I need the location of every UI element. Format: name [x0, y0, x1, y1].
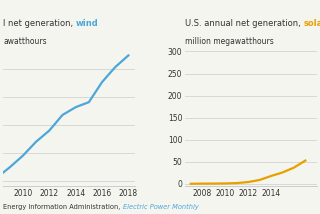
Text: awatthours: awatthours: [3, 37, 47, 46]
Text: wind: wind: [76, 19, 99, 28]
Text: l net generation,: l net generation,: [3, 19, 76, 28]
Text: million megawatthours: million megawatthours: [185, 37, 274, 46]
Text: U.S. annual net generation,: U.S. annual net generation,: [185, 19, 303, 28]
Text: solar: solar: [303, 19, 320, 28]
Text: Energy Information Administration,: Energy Information Administration,: [3, 204, 123, 210]
Text: Electric Power Monthly: Electric Power Monthly: [123, 204, 198, 210]
